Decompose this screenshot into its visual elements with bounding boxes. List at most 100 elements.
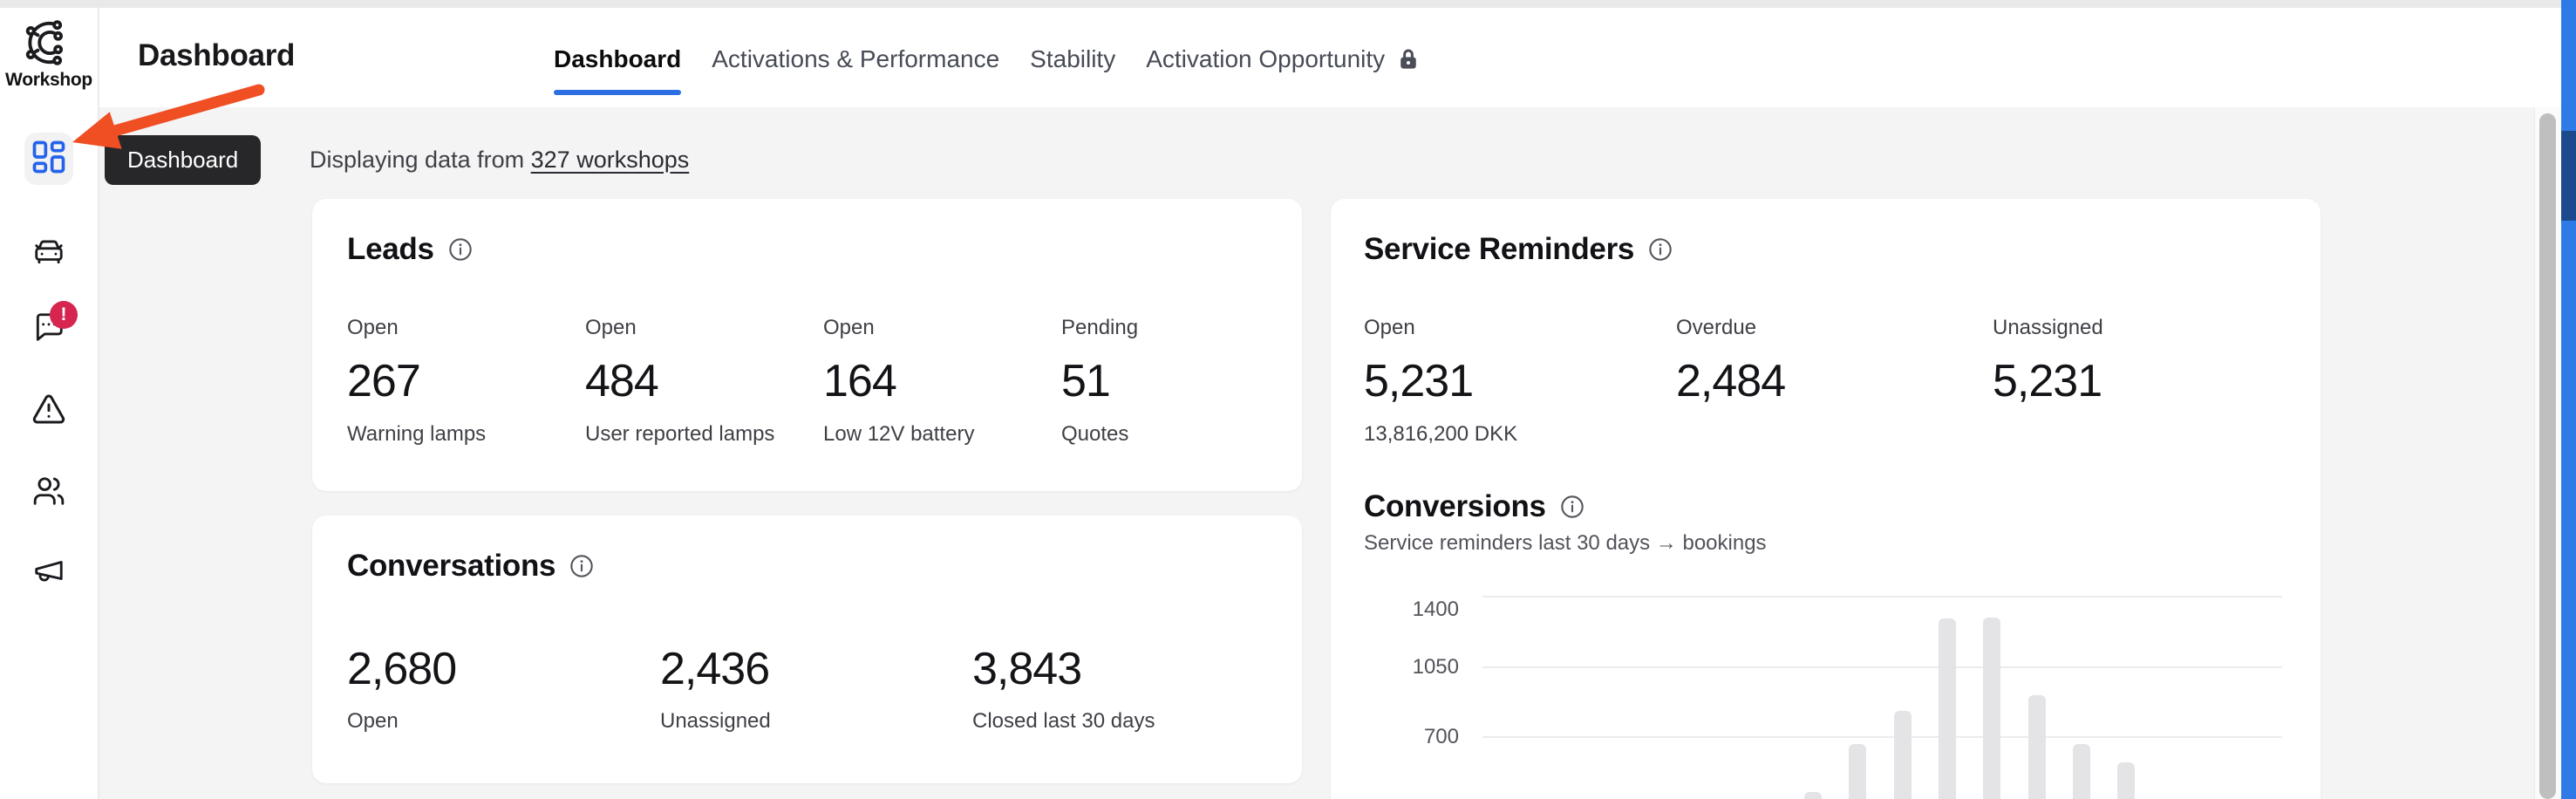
stat-unassigned-conversations: 2,436 Unassigned bbox=[660, 643, 972, 734]
car-icon bbox=[32, 235, 65, 272]
data-scope-prefix: Displaying data from bbox=[310, 147, 525, 173]
conversions-header: Conversions bbox=[1364, 489, 1584, 524]
stat-label: Pending bbox=[1061, 316, 1139, 339]
chart-bar bbox=[2072, 744, 2090, 799]
tab-dashboard[interactable]: Dashboard bbox=[554, 45, 682, 95]
stat-sublabel: Warning lamps bbox=[347, 422, 487, 446]
sidebar-item-vehicles[interactable] bbox=[24, 227, 73, 279]
sidebar-item-customers[interactable] bbox=[24, 467, 73, 519]
conversations-card: Conversations 2,680 Open 2,436 Unassigne… bbox=[312, 516, 1302, 783]
y-axis-tick-label: 700 bbox=[1423, 725, 1459, 748]
workshops-count-link[interactable]: 327 workshops bbox=[530, 147, 690, 173]
chart-bar bbox=[1804, 792, 1822, 799]
service-reminders-stats: Open 5,231 13,816,200 DKK Overdue 2,484 … bbox=[1364, 316, 2305, 447]
stat-user-reported-lamps: Open 484 User reported lamps bbox=[585, 316, 823, 447]
stat-value: 51 bbox=[1061, 356, 1111, 406]
stat-label: Open bbox=[823, 316, 875, 339]
window-top-strip bbox=[0, 0, 2561, 8]
stat-quotes: Pending 51 Quotes bbox=[1061, 316, 1299, 447]
tab-activations-performance[interactable]: Activations & Performance bbox=[712, 45, 999, 73]
chart-bar bbox=[1893, 711, 1912, 799]
y-gridline bbox=[1482, 736, 2282, 738]
data-scope-text: Displaying data from 327 workshops bbox=[310, 147, 689, 174]
sidebar-item-campaigns[interactable] bbox=[24, 546, 73, 598]
y-axis-tick-label: 1050 bbox=[1412, 654, 1459, 679]
leads-card-title: Leads bbox=[347, 232, 434, 266]
stat-value: 164 bbox=[823, 356, 897, 406]
connected-c-logo-icon bbox=[0, 17, 98, 68]
stat-value: 2,436 bbox=[660, 644, 770, 694]
tab-label: Activations & Performance bbox=[712, 45, 1000, 72]
stat-value: 2,680 bbox=[347, 644, 457, 694]
stat-sublabel: Quotes bbox=[1061, 422, 1129, 446]
browser-edge-strip-segment bbox=[2561, 131, 2576, 221]
scrollbar-thumb[interactable] bbox=[2539, 113, 2556, 799]
stat-value: 2,484 bbox=[1676, 356, 1786, 406]
service-reminders-card-title: Service Reminders bbox=[1364, 232, 1635, 266]
dashboard-tooltip: Dashboard bbox=[105, 135, 262, 185]
tab-label: Stability bbox=[1030, 45, 1116, 72]
stat-sublabel: User reported lamps bbox=[585, 422, 775, 446]
y-gridline bbox=[1482, 666, 2282, 668]
stat-value: 5,231 bbox=[1364, 356, 1474, 406]
brand-name: Workshop bbox=[5, 70, 92, 90]
lock-icon bbox=[1395, 46, 1421, 72]
page-title: Dashboard bbox=[138, 38, 296, 72]
conversions-subtitle: Service reminders last 30 days → booking… bbox=[1364, 531, 1767, 555]
stat-label: Open bbox=[585, 316, 637, 339]
stat-label: Open bbox=[347, 709, 399, 733]
tab-stability[interactable]: Stability bbox=[1030, 45, 1115, 73]
sidebar-item-dashboard[interactable] bbox=[24, 133, 73, 185]
leads-card: Leads Open 267 Warning lamps Open 484 Us… bbox=[312, 199, 1302, 491]
tab-label: Dashboard bbox=[554, 45, 682, 72]
stat-value: 3,843 bbox=[972, 644, 1082, 694]
chart-bar bbox=[1849, 744, 1867, 799]
stat-label: Overdue bbox=[1676, 316, 1757, 339]
brand-logo[interactable]: Workshop bbox=[0, 17, 98, 91]
users-icon bbox=[32, 475, 65, 512]
tab-activation-opportunity[interactable]: Activation Opportunity bbox=[1146, 45, 1421, 73]
stat-closed-conversations: 3,843 Closed last 30 days bbox=[972, 643, 1285, 734]
stat-value: 484 bbox=[585, 356, 659, 406]
stat-low-12v-battery: Open 164 Low 12V battery bbox=[823, 316, 1061, 447]
dashboard-grid-icon bbox=[30, 138, 68, 181]
info-icon[interactable] bbox=[448, 237, 473, 262]
notification-badge: ! bbox=[50, 301, 78, 329]
info-icon[interactable] bbox=[1560, 495, 1584, 519]
stat-label: Closed last 30 days bbox=[972, 709, 1155, 733]
stat-value: 5,231 bbox=[1993, 356, 2102, 406]
chart-bar bbox=[2027, 694, 2046, 799]
y-axis-tick-label: 1400 bbox=[1412, 598, 1459, 621]
tab-label: Activation Opportunity bbox=[1146, 45, 1386, 72]
chart-bar bbox=[2117, 761, 2136, 799]
stat-overdue-reminders: Overdue 2,484 bbox=[1676, 316, 1993, 447]
stat-open-conversations: 2,680 Open bbox=[347, 643, 660, 734]
stat-sublabel: Low 12V battery bbox=[823, 422, 975, 446]
stat-dkk-value: 13,816,200 DKK bbox=[1364, 422, 1518, 446]
service-reminders-card: Service Reminders Open 5,231 13,816,200 … bbox=[1331, 199, 2320, 799]
stat-label: Open bbox=[347, 316, 399, 339]
info-icon[interactable] bbox=[1648, 237, 1673, 262]
sidebar: Workshop ! bbox=[0, 8, 99, 799]
megaphone-icon bbox=[32, 554, 65, 591]
stat-open-reminders: Open 5,231 13,816,200 DKK bbox=[1364, 316, 1676, 447]
leads-stats: Open 267 Warning lamps Open 484 User rep… bbox=[347, 316, 1299, 447]
active-tab-underline bbox=[554, 90, 682, 95]
stat-unassigned-reminders: Unassigned 5,231 bbox=[1993, 316, 2305, 447]
info-icon[interactable] bbox=[569, 554, 594, 578]
stat-warning-lamps: Open 267 Warning lamps bbox=[347, 316, 585, 447]
conversions-title: Conversions bbox=[1364, 489, 1546, 523]
stat-label: Open bbox=[1364, 316, 1415, 339]
y-gridline bbox=[1482, 596, 2282, 598]
browser-edge-strip bbox=[2561, 0, 2576, 799]
chart-bar bbox=[1983, 618, 2001, 799]
warning-triangle-icon bbox=[31, 392, 66, 431]
stat-label: Unassigned bbox=[660, 709, 771, 733]
tab-bar: Dashboard Activations & Performance Stab… bbox=[554, 45, 1421, 95]
sidebar-item-alerts[interactable] bbox=[24, 385, 73, 437]
conversations-stats: 2,680 Open 2,436 Unassigned 3,843 Closed… bbox=[347, 643, 1285, 734]
stat-label: Unassigned bbox=[1993, 316, 2103, 339]
chart-bar bbox=[1938, 618, 1956, 799]
stat-value: 267 bbox=[347, 356, 421, 406]
conversations-card-title: Conversations bbox=[347, 549, 556, 583]
